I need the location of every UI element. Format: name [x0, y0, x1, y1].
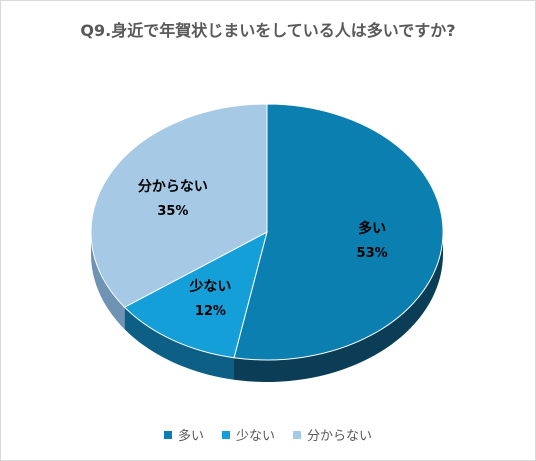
slice-category-label: 分からない — [138, 179, 208, 195]
pie-slices — [90, 103, 444, 361]
slice-value-label: 35% — [157, 204, 188, 219]
pie-slice-2 — [90, 103, 268, 308]
chart-title: Q9.身近で年賀状じまいをしている人は多いですか? — [80, 21, 456, 40]
pie-slice-1 — [123, 231, 268, 359]
pie-side-0 — [234, 232, 443, 382]
legend-label: 多い — [177, 429, 204, 444]
pie-side-2 — [91, 232, 125, 330]
legend-swatch — [293, 430, 301, 439]
pie-labels: 多い 53% 少ない 12% 分からない 35% — [138, 179, 388, 319]
slice-category-label: 少ない — [188, 278, 231, 295]
legend-item-2: 分からない — [293, 425, 372, 444]
legend-item-1: 少ない — [221, 425, 275, 444]
pie-slice-0 — [233, 103, 444, 361]
slice-value-label: 12% — [195, 304, 226, 319]
legend-swatch — [221, 430, 230, 439]
slice-category-label: 多い — [358, 220, 386, 237]
slice-value-label: 53% — [357, 246, 388, 261]
legend-label: 少ない — [235, 429, 275, 444]
legend-swatch — [163, 430, 172, 439]
legend-label: 分からない — [307, 429, 373, 444]
legend-item-0: 多い — [163, 425, 204, 444]
legend: 多い 少ない 分からない — [0, 425, 536, 444]
